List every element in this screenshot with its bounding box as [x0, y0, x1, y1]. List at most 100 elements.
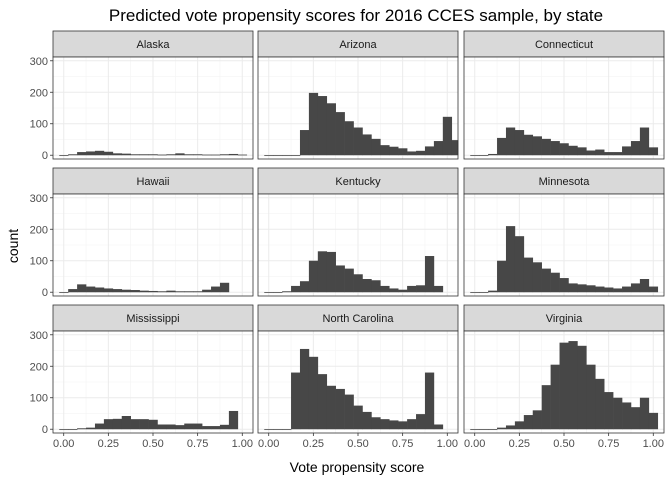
facet-panel: Kentucky: [257, 167, 459, 297]
histogram-bar: [407, 151, 417, 156]
x-tick-label: 1.00: [232, 438, 253, 450]
panel-border: [463, 193, 665, 297]
histogram-bar: [166, 424, 176, 430]
histogram-bar: [335, 112, 345, 156]
histogram-bar: [362, 134, 372, 156]
y-tick-label: 200: [30, 361, 48, 373]
histogram-bar: [479, 429, 489, 431]
panel-border: [257, 193, 459, 297]
histogram-bar: [219, 424, 230, 430]
histogram-bar: [488, 429, 498, 431]
x-tick-label: 0.00: [258, 438, 279, 450]
histogram-bar: [442, 116, 453, 156]
histogram-bar: [586, 364, 596, 430]
x-tick-label: 0.25: [509, 438, 530, 450]
histogram-bar: [228, 153, 239, 156]
facet-strip-label: North Carolina: [323, 313, 395, 325]
histogram-bar: [299, 281, 310, 293]
x-tick-label: 1.00: [437, 438, 458, 450]
histogram-bar: [577, 345, 587, 430]
histogram-bar: [344, 394, 354, 430]
histogram-bar: [77, 284, 87, 293]
facet-strip-label: Minnesota: [539, 176, 591, 188]
histogram-bar: [148, 419, 158, 430]
histogram-bar: [193, 291, 203, 293]
histogram-bar: [103, 288, 114, 293]
panel-border: [52, 56, 254, 160]
facet-panel: Virginia 0.00 0.25 0.50 0.75 1.00: [463, 304, 665, 450]
histogram-bar: [416, 414, 426, 430]
histogram-bar: [59, 155, 69, 157]
histogram-bar: [353, 405, 363, 430]
histogram-bar: [523, 134, 534, 156]
histogram-bar: [648, 412, 659, 430]
histogram-bar: [202, 426, 212, 430]
histogram-bar: [648, 286, 659, 293]
histogram-bar: [389, 146, 399, 156]
x-tick-label: 0.00: [53, 438, 74, 450]
facet-strip: [257, 304, 459, 332]
y-tick-label: 300: [30, 56, 48, 68]
histogram-bar: [613, 288, 623, 293]
histogram-bar: [335, 388, 345, 430]
histogram-bar: [139, 290, 149, 293]
histogram-bar: [451, 140, 459, 156]
histogram-bar: [94, 150, 105, 156]
facet-panel: Arizona: [257, 30, 459, 160]
facet-strip-label: Kentucky: [335, 176, 381, 188]
histogram-bar: [639, 397, 650, 430]
x-tick-label: 1.00: [643, 438, 664, 450]
histogram-bar: [559, 278, 569, 293]
histogram-bar: [317, 251, 328, 293]
histogram-bar: [184, 154, 194, 156]
histogram-bar: [398, 421, 408, 430]
histogram-bar: [630, 141, 641, 156]
x-tick-label: 0.00: [464, 438, 485, 450]
histogram-bar: [291, 372, 301, 430]
histogram-bar: [613, 152, 623, 156]
histogram-bar: [211, 426, 221, 430]
histogram-bar: [550, 272, 560, 293]
histogram-bar: [184, 423, 194, 430]
histogram-bar: [639, 279, 650, 293]
histogram-bar: [550, 141, 560, 156]
histogram-bar: [273, 292, 283, 294]
histogram-bar: [505, 425, 516, 430]
histogram-bar: [139, 154, 149, 156]
histogram-bar: [613, 397, 623, 430]
histogram-bar: [532, 410, 542, 430]
histogram-bar: [577, 147, 587, 156]
histogram-bar: [68, 154, 78, 156]
y-tick-label: 100: [30, 119, 48, 131]
histogram-bar: [86, 151, 96, 156]
histogram-bar: [604, 287, 614, 293]
histogram-bar: [121, 289, 131, 293]
chart-title: Predicted vote propensity scores for 201…: [109, 6, 603, 25]
histogram-bar: [130, 154, 140, 156]
histogram-bar: [497, 427, 507, 430]
histogram-bar: [586, 150, 596, 156]
histogram-bar: [202, 154, 212, 156]
facet-strip: [463, 30, 665, 58]
histogram-bar: [68, 429, 78, 431]
histogram-bar: [130, 419, 140, 430]
histogram-bar: [595, 149, 605, 156]
facet-strip: [52, 304, 254, 332]
facet-strip-label: Mississippi: [126, 313, 179, 325]
histogram-bar: [424, 256, 435, 293]
histogram-bar: [335, 265, 345, 293]
histogram-bar: [523, 415, 534, 430]
histogram-bar: [630, 283, 641, 293]
histogram-bar: [479, 292, 489, 294]
histogram-bar: [77, 428, 87, 430]
y-tick-label: 200: [30, 87, 48, 99]
histogram-bar: [550, 364, 560, 430]
y-tick-label: 100: [30, 256, 48, 268]
histogram-bar: [211, 154, 221, 156]
histogram-bar: [470, 429, 480, 431]
histogram-bar: [371, 280, 381, 293]
y-tick-label: 300: [30, 193, 48, 205]
histogram-bar: [622, 402, 632, 430]
y-tick-label: 300: [30, 330, 48, 342]
histogram-bar: [622, 146, 632, 156]
